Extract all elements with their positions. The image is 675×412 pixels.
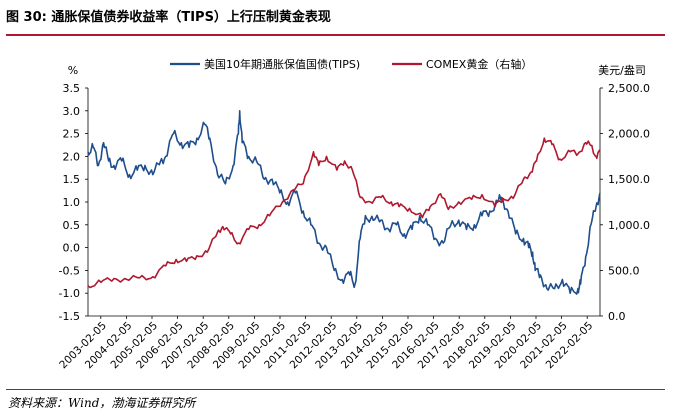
left-tick-label: 1.5 xyxy=(63,173,81,186)
series-line-gold xyxy=(87,137,601,289)
right-tick-label: 500.0 xyxy=(608,264,640,277)
left-tick-label: 1.0 xyxy=(63,196,81,209)
legend-label-gold: COMEX黄金（右轴） xyxy=(426,57,532,71)
right-tick-label: 0.0 xyxy=(608,310,626,323)
right-axis-unit: 美元/盎司 xyxy=(598,63,646,77)
figure-title: 图 30: 通胀保值债券收益率（TIPS）上行压制黄金表现 xyxy=(6,10,331,25)
series-line-tips xyxy=(87,110,601,295)
title-rule xyxy=(6,34,665,36)
source-note: 资料来源：Wind，渤海证券研究所 xyxy=(8,396,196,410)
left-tick-label: 0.5 xyxy=(63,219,81,232)
chart-axes: 3.5 3.0 2.5 2.0 1.5 1.0 0.5 0.0 -0.5 -1.0 -1.5% 2,5… xyxy=(57,63,650,371)
left-axis-unit: % xyxy=(68,64,78,77)
left-tick-label: -0.5 xyxy=(59,264,80,277)
chart-series xyxy=(87,110,601,295)
left-tick-label: 0.0 xyxy=(63,242,81,255)
left-tick-label: 2.0 xyxy=(63,150,81,163)
legend-label-tips: 美国10年期通胀保值国债(TIPS) xyxy=(204,57,360,71)
left-tick-label: -1.5 xyxy=(59,310,80,323)
left-tick-label: 3.5 xyxy=(63,82,81,95)
source-rule xyxy=(6,389,665,390)
left-tick-label: 3.0 xyxy=(63,105,81,118)
right-tick-label: 1,000.0 xyxy=(608,219,650,232)
left-tick-label: -1.0 xyxy=(59,287,80,300)
right-tick-label: 2,500.0 xyxy=(608,82,650,95)
chart-legend: 美国10年期通胀保值国债(TIPS) COMEX黄金（右轴） xyxy=(170,57,532,71)
right-tick-label: 2,000.0 xyxy=(608,128,650,141)
left-tick-label: 2.5 xyxy=(63,128,81,141)
right-tick-label: 1,500.0 xyxy=(608,173,650,186)
